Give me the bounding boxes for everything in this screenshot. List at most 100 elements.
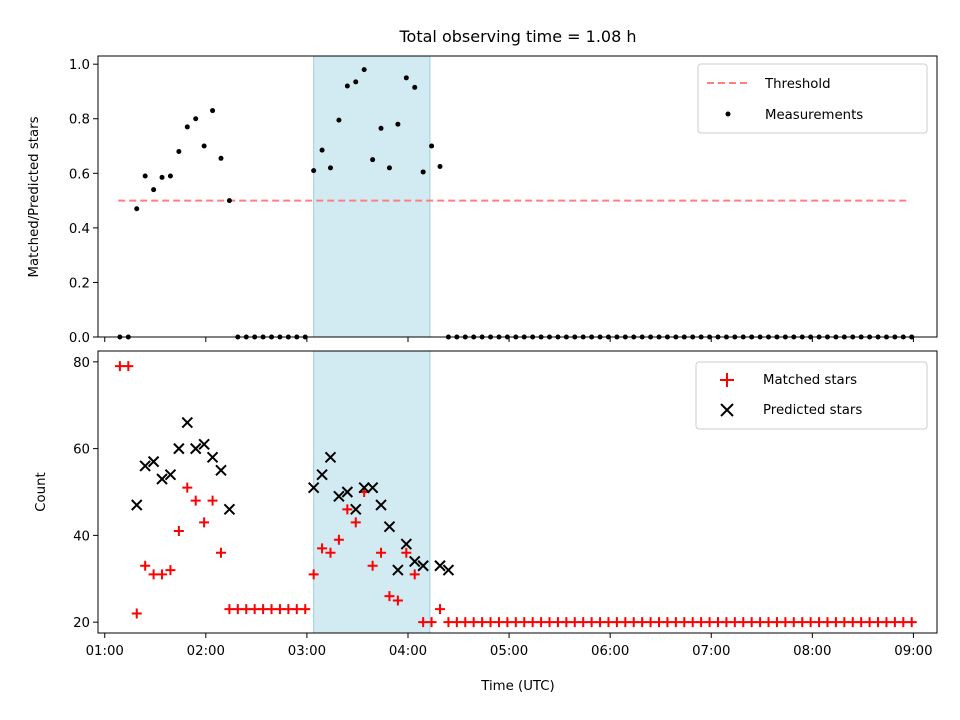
predicted-stars-point — [358, 481, 370, 494]
matched-stars-point — [325, 547, 336, 558]
measurements-legend-marker — [725, 111, 731, 117]
matched-stars-point — [620, 617, 631, 628]
matched-stars-point — [114, 361, 125, 372]
matched-stars-point — [460, 617, 471, 628]
matched-stars-point — [780, 617, 791, 628]
matched-stars-point — [611, 617, 622, 628]
matched-stars-point — [628, 617, 639, 628]
measurements-point — [403, 75, 409, 81]
matched-stars-point — [544, 617, 555, 628]
count-x-tick-label: 06:00 — [591, 644, 629, 659]
measurements-point — [429, 143, 435, 149]
predicted-stars-point — [173, 442, 185, 455]
matched-stars-point — [300, 604, 311, 615]
count-y-tick-label: 40 — [73, 529, 90, 544]
matched-stars-point — [595, 617, 606, 628]
predicted-stars-point — [400, 538, 413, 550]
predicted-stars-point — [333, 490, 345, 503]
matched-stars-point — [738, 617, 749, 628]
matched-stars-point — [805, 617, 816, 628]
matched-stars-point — [409, 569, 420, 580]
predicted-stars-point — [307, 481, 320, 494]
matched-stars-point — [224, 604, 235, 615]
matched-stars-point — [215, 547, 226, 558]
count-y-axis-title: Count — [34, 472, 49, 512]
matched-stars-point — [477, 617, 488, 628]
matched-stars-point — [873, 617, 884, 628]
predicted-stars-point — [409, 555, 421, 568]
matched-stars-point — [763, 617, 774, 628]
ratio-y-tick-label: 0.6 — [69, 167, 90, 182]
measurements-point — [327, 165, 333, 171]
measurements-point — [386, 165, 392, 171]
predicted-stars-point — [147, 455, 160, 468]
count-legend-box — [695, 361, 928, 430]
count-x-tick-label: 08:00 — [793, 644, 831, 659]
count-series-layer — [114, 361, 917, 628]
matched-stars-point — [258, 604, 269, 615]
ratio-observing-span — [313, 55, 431, 338]
matched-stars-point — [485, 617, 496, 628]
matched-stars-point — [898, 617, 909, 628]
count-x-tick-label: 05:00 — [490, 644, 528, 659]
matched-legend-marker — [720, 373, 734, 387]
matched-stars-point — [881, 617, 892, 628]
predicted-stars-point — [181, 416, 193, 429]
count-x-tick-label: 07:00 — [692, 644, 730, 659]
count-y-tick-label: 60 — [73, 443, 90, 458]
ratio-y-tick-label: 1.0 — [69, 58, 90, 73]
ratio-y-tick-label: 0.8 — [69, 113, 90, 128]
matched-stars-point — [468, 617, 479, 628]
matched-stars-point — [679, 617, 690, 628]
ratio-y-tick-label: 0.0 — [69, 331, 90, 346]
matched-stars-point — [603, 617, 614, 628]
matched-stars-point — [670, 617, 681, 628]
measurements-legend-label: Measurements — [765, 108, 863, 123]
predicted-stars-point — [375, 499, 387, 511]
predicted-stars-point — [324, 451, 337, 463]
measurements-point — [201, 143, 207, 149]
measurements-point — [412, 84, 418, 90]
matched-stars-point — [173, 526, 184, 537]
matched-stars-point — [435, 604, 446, 615]
matched-stars-point — [797, 617, 808, 628]
matched-stars-point — [384, 591, 395, 602]
matched-stars-point — [418, 617, 429, 628]
count-x-tick-label: 02:00 — [187, 644, 225, 659]
predicted-stars-point — [341, 486, 354, 498]
measurements-point — [210, 108, 216, 114]
measurements-point — [336, 117, 342, 123]
measurements-point — [420, 169, 426, 175]
matched-stars-point — [569, 617, 580, 628]
matched-stars-point — [586, 617, 597, 628]
measurements-point — [370, 157, 376, 163]
matched-stars-point — [165, 565, 176, 576]
matched-stars-point — [249, 604, 260, 615]
matched-stars-point — [140, 560, 151, 571]
threshold-legend-label: Threshold — [764, 77, 831, 92]
matched-stars-point — [232, 604, 243, 615]
measurements-point — [395, 121, 401, 127]
matched-stars-point — [721, 617, 732, 628]
matched-stars-point — [578, 617, 589, 628]
matched-stars-point — [376, 547, 387, 558]
matched-stars-point — [552, 617, 563, 628]
matched-stars-point — [157, 569, 168, 580]
measurements-point — [226, 198, 232, 204]
matched-stars-point — [291, 604, 302, 615]
ratio-legend: Threshold Measurements — [697, 63, 928, 134]
ratio-span-rect — [313, 55, 431, 338]
predicted-stars-point — [350, 503, 362, 516]
measurements-point — [378, 125, 384, 131]
matched-stars-point — [502, 617, 513, 628]
matched-stars-point — [266, 604, 277, 615]
measurements-point — [193, 116, 199, 122]
figure-title: Total observing time = 1.08 h — [398, 27, 636, 46]
matched-stars-point — [839, 617, 850, 628]
matched-stars-point — [696, 617, 707, 628]
predicted-stars-point — [139, 460, 151, 472]
predicted-stars-point — [131, 499, 143, 511]
predicted-legend-marker — [720, 403, 734, 417]
predicted-stars-point — [434, 560, 446, 572]
